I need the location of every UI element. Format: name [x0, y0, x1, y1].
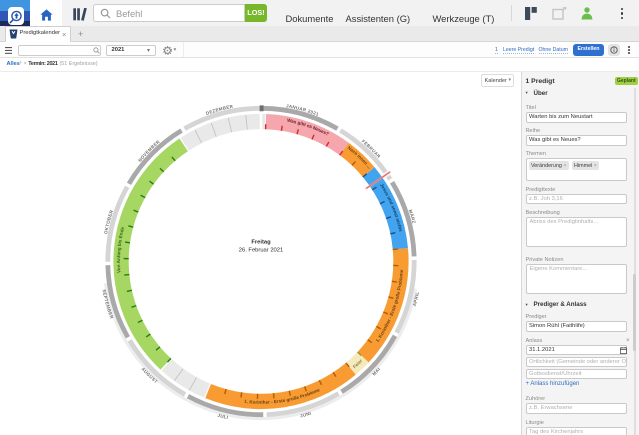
svg-text:MAI: MAI: [371, 367, 381, 377]
svg-text:Freitag: Freitag: [251, 240, 271, 246]
svg-text:APRIL: APRIL: [412, 291, 420, 307]
svg-text:JULI: JULI: [217, 413, 229, 420]
svg-text:MÄRZ: MÄRZ: [408, 209, 417, 224]
svg-text:OKTOBER: OKTOBER: [103, 209, 114, 235]
svg-text:Feier: Feier: [352, 358, 364, 369]
svg-text:26. Februar 2021: 26. Februar 2021: [239, 248, 283, 254]
svg-text:Von Anfang bis Ende: Von Anfang bis Ende: [116, 226, 125, 273]
svg-text:JUNI: JUNI: [300, 411, 312, 419]
